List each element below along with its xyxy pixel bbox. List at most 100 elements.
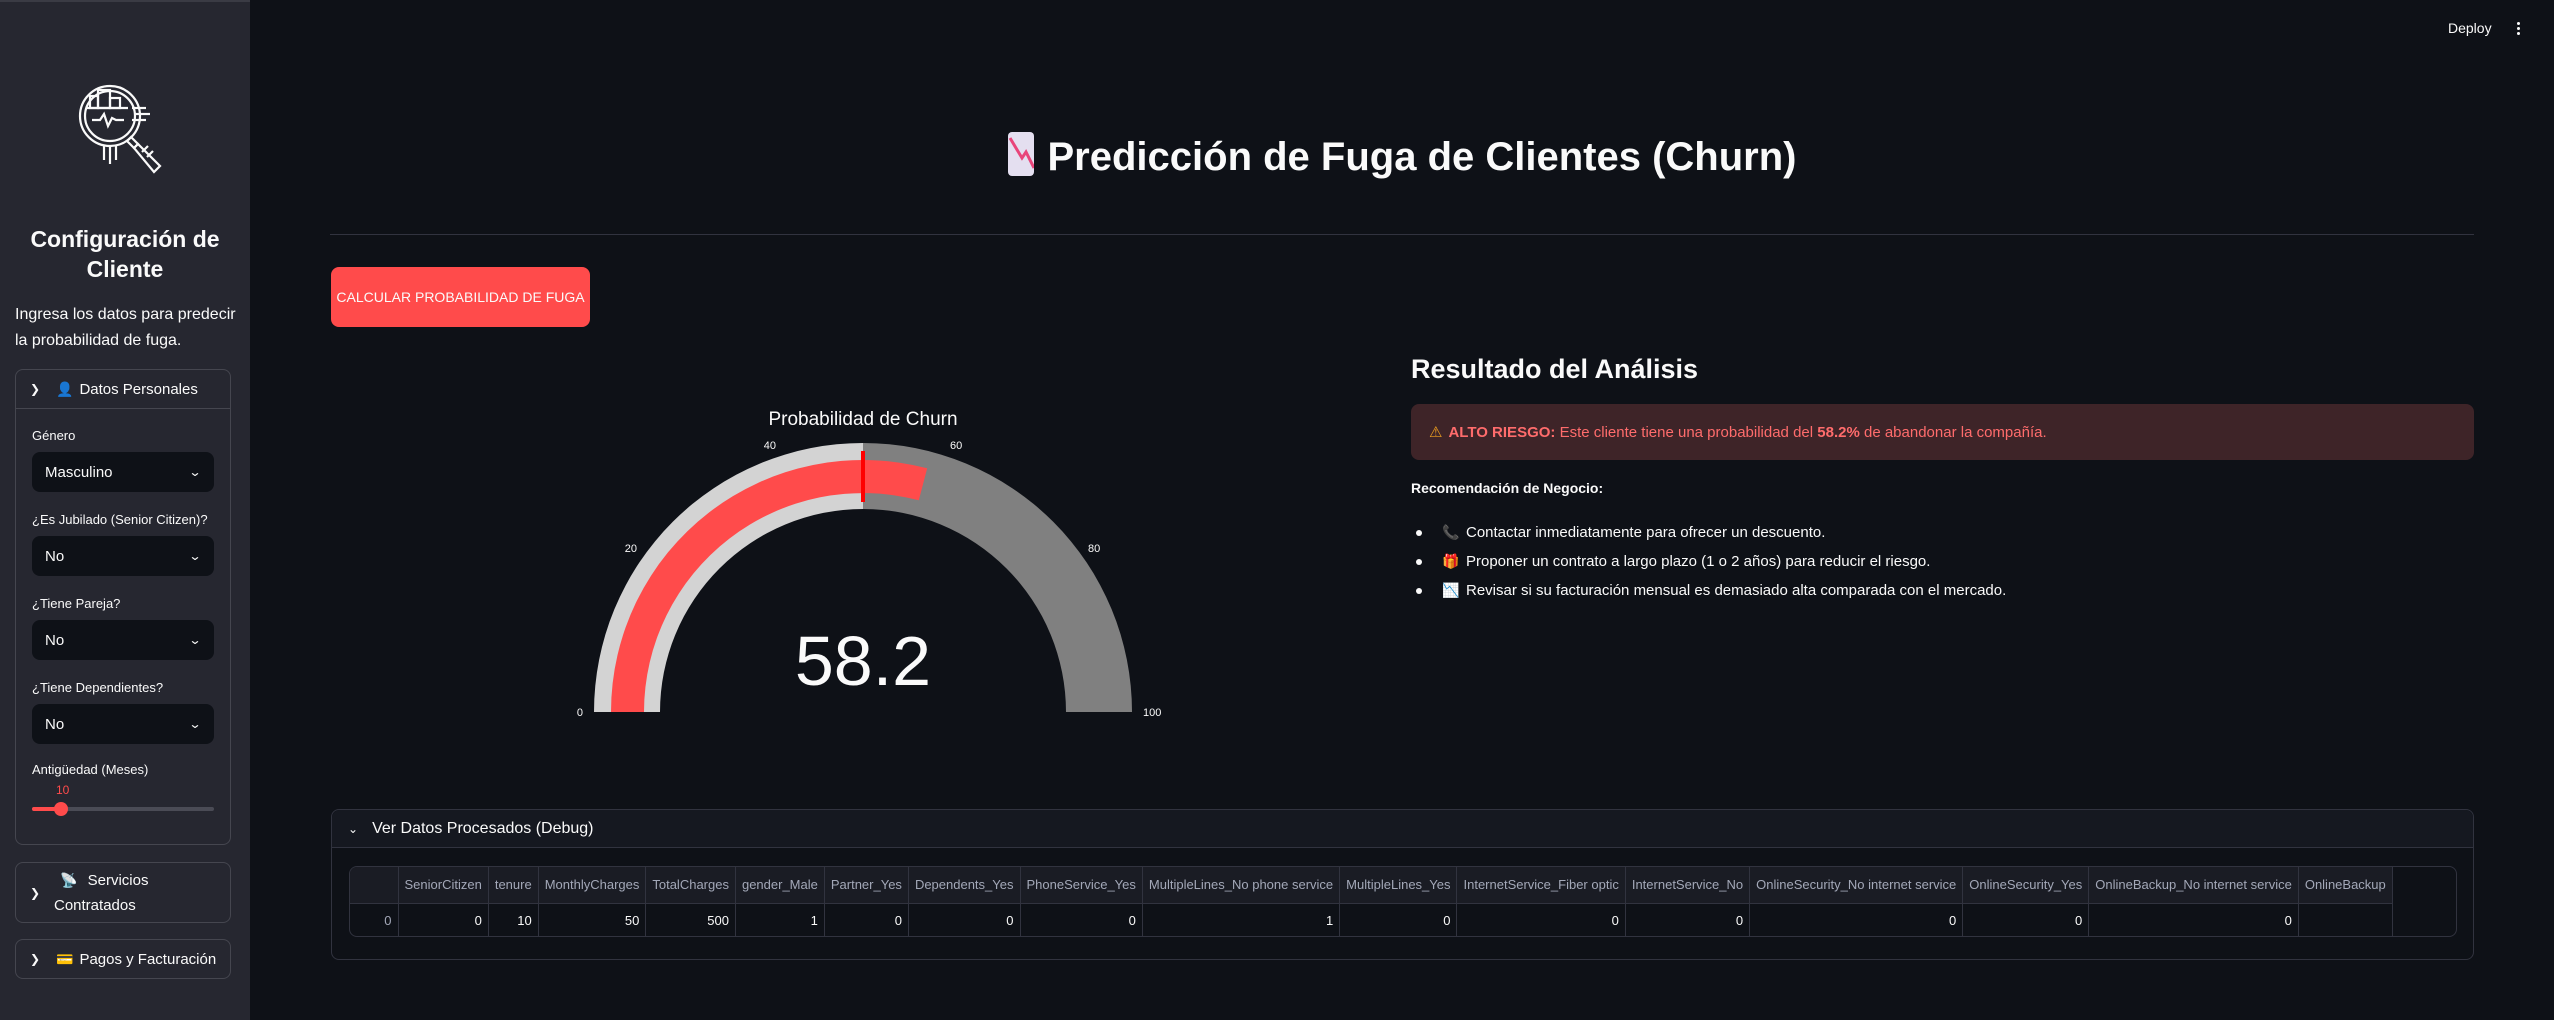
expander-label: Servicios Contratados: [54, 871, 149, 914]
debug-dataframe[interactable]: SeniorCitizen tenure MonthlyCharges Tota…: [349, 866, 2457, 937]
expander-servicios-contratados[interactable]: ❯ 📡 Servicios Contratados: [15, 862, 231, 923]
column-header[interactable]: TotalCharges: [645, 867, 736, 904]
senior-citizen-select[interactable]: No ⌄: [32, 536, 214, 576]
dependents-field: ¿Tiene Dependientes? No ⌄: [32, 680, 214, 744]
column-header[interactable]: Dependents_Yes: [908, 867, 1021, 904]
dependents-select[interactable]: No ⌄: [32, 704, 214, 744]
expander-datos-personales: ❯ 👤 Datos Personales Género Masculino ⌄ …: [15, 369, 231, 845]
page-title-text: Predicción de Fuga de Clientes (Churn): [1047, 135, 1797, 179]
table-cell[interactable]: 0: [1020, 903, 1143, 936]
warning-icon: ⚠: [1429, 424, 1443, 441]
gender-label: Género: [32, 428, 76, 443]
alert-prefix: ALTO RIESGO:: [1448, 423, 1556, 441]
column-header[interactable]: MultipleLines_No phone service: [1142, 867, 1341, 904]
recommendation-text: Revisar si su facturación mensual es dem…: [1466, 582, 2007, 599]
expander-header-pagos[interactable]: ❯ 💳 Pagos y Facturación: [16, 940, 230, 978]
chevron-down-icon: ⌄: [348, 821, 359, 836]
gender-select[interactable]: Masculino ⌄: [32, 452, 214, 492]
column-header[interactable]: OnlineSecurity_No internet service: [1749, 867, 1964, 904]
gauge-step-low: [594, 443, 863, 712]
churn-gauge-chart: Probabilidad de Churn 0 20 40 60 80 100 …: [577, 409, 1161, 719]
table-cell[interactable]: 1: [735, 903, 825, 936]
dependents-value: No: [45, 715, 65, 733]
credit-card-icon: 💳: [56, 950, 74, 967]
bullet: [1416, 558, 1422, 565]
partner-select[interactable]: No ⌄: [32, 620, 214, 660]
table-cell[interactable]: 0: [1625, 903, 1751, 936]
alert-value: 58.2%: [1817, 423, 1860, 441]
column-header[interactable]: Partner_Yes: [824, 867, 909, 904]
expander-label: Pagos y Facturación: [79, 950, 217, 968]
chevron-down-icon: ⌄: [188, 717, 202, 731]
gauge-title: Probabilidad de Churn: [768, 409, 957, 430]
chart-decreasing-icon: [1007, 132, 1034, 176]
expander-header-servicios[interactable]: ❯ 📡 Servicios Contratados: [16, 863, 230, 922]
divider: [330, 234, 2474, 235]
chevron-down-icon: ⌄: [188, 465, 202, 479]
list-item: 🎁 Proponer un contrato a largo plazo (1 …: [1411, 547, 2006, 576]
partner-field: ¿Tiene Pareja? No ⌄: [32, 596, 214, 660]
column-header[interactable]: InternetService_No: [1625, 867, 1751, 904]
svg-text:60: 60: [950, 440, 962, 452]
column-header[interactable]: SeniorCitizen: [398, 867, 489, 904]
sidebar-title: Configuración de Cliente: [30, 226, 220, 282]
list-item: 📉 Revisar si su facturación mensual es d…: [1411, 576, 2006, 605]
svg-text:80: 80: [1088, 543, 1100, 555]
gauge-value-bar: [611, 459, 928, 712]
column-header[interactable]: MonthlyCharges: [538, 867, 647, 904]
table-cell[interactable]: 500: [645, 903, 736, 936]
table-cell[interactable]: 10: [488, 903, 539, 936]
tenure-label: Antigüedad (Meses): [32, 762, 149, 777]
column-header[interactable]: MultipleLines_Yes: [1339, 867, 1458, 904]
telephone-icon: 📞: [1442, 524, 1460, 540]
expander-pagos-facturacion[interactable]: ❯ 💳 Pagos y Facturación: [15, 939, 231, 979]
magnifier-chart-icon: [78, 84, 162, 174]
row-index: 0: [350, 903, 399, 936]
column-header[interactable]: PhoneService_Yes: [1020, 867, 1143, 904]
result-title: Resultado del Análisis: [1411, 354, 1699, 384]
table-cell[interactable]: 0: [2088, 903, 2299, 936]
chevron-down-icon: ❯: [30, 382, 41, 396]
recommendation-text: Contactar inmediatamente para ofrecer un…: [1466, 524, 1826, 541]
page-title: Predicción de Fuga de Clientes (Churn): [330, 132, 2474, 180]
calculate-churn-button[interactable]: CALCULAR PROBABILIDAD DE FUGA: [331, 267, 590, 327]
bullet: [1416, 587, 1422, 594]
deploy-button[interactable]: Deploy: [2448, 20, 2492, 36]
gauge-ticks: 0 20 40 60 80 100: [577, 440, 1161, 719]
column-header[interactable]: OnlineSecurity_Yes: [1962, 867, 2090, 904]
table-cell[interactable]: 0: [824, 903, 909, 936]
column-header[interactable]: gender_Male: [735, 867, 825, 904]
column-header[interactable]: tenure: [488, 867, 539, 904]
column-header[interactable]: [350, 867, 399, 904]
table-cell[interactable]: 50: [538, 903, 647, 936]
list-item: 📞 Contactar inmediatamente para ofrecer …: [1411, 518, 2006, 547]
senior-citizen-field: ¿Es Jubilado (Senior Citizen)? No ⌄: [32, 512, 214, 576]
person-icon: 👤: [56, 380, 74, 397]
table-cell[interactable]: [2298, 903, 2393, 936]
table-cell[interactable]: 1: [1142, 903, 1341, 936]
tenure-value: 10: [56, 783, 70, 797]
column-header[interactable]: OnlineBackup_No internet service: [2088, 867, 2299, 904]
svg-text:0: 0: [577, 707, 583, 719]
partner-label: ¿Tiene Pareja?: [32, 596, 121, 611]
column-header[interactable]: OnlineBackup: [2298, 867, 2393, 904]
table-cell[interactable]: 0: [1339, 903, 1458, 936]
table-cell[interactable]: 0: [1962, 903, 2090, 936]
debug-expander: ⌄ Ver Datos Procesados (Debug) SeniorCit…: [331, 809, 2474, 960]
debug-expander-header[interactable]: ⌄ Ver Datos Procesados (Debug): [332, 810, 2473, 848]
tenure-slider-thumb[interactable]: [54, 802, 68, 816]
chart-decreasing-icon: 📉: [1442, 582, 1460, 598]
column-header[interactable]: InternetService_Fiber optic: [1456, 867, 1626, 904]
table-cell[interactable]: 0: [1749, 903, 1964, 936]
partner-value: No: [45, 631, 65, 649]
kebab-menu-icon[interactable]: [2517, 22, 2521, 37]
senior-citizen-label: ¿Es Jubilado (Senior Citizen)?: [32, 512, 208, 527]
table-cell[interactable]: 0: [398, 903, 489, 936]
expander-header-datos-personales[interactable]: ❯ 👤 Datos Personales: [16, 370, 230, 409]
sidebar-description: Ingresa los datos para predecir la proba…: [15, 306, 236, 349]
table-header-row: SeniorCitizen tenure MonthlyCharges Tota…: [350, 867, 2393, 904]
tenure-slider[interactable]: [32, 802, 214, 816]
table-cell[interactable]: 0: [1456, 903, 1626, 936]
gauge-step-high: [863, 443, 1132, 712]
table-cell[interactable]: 0: [908, 903, 1021, 936]
